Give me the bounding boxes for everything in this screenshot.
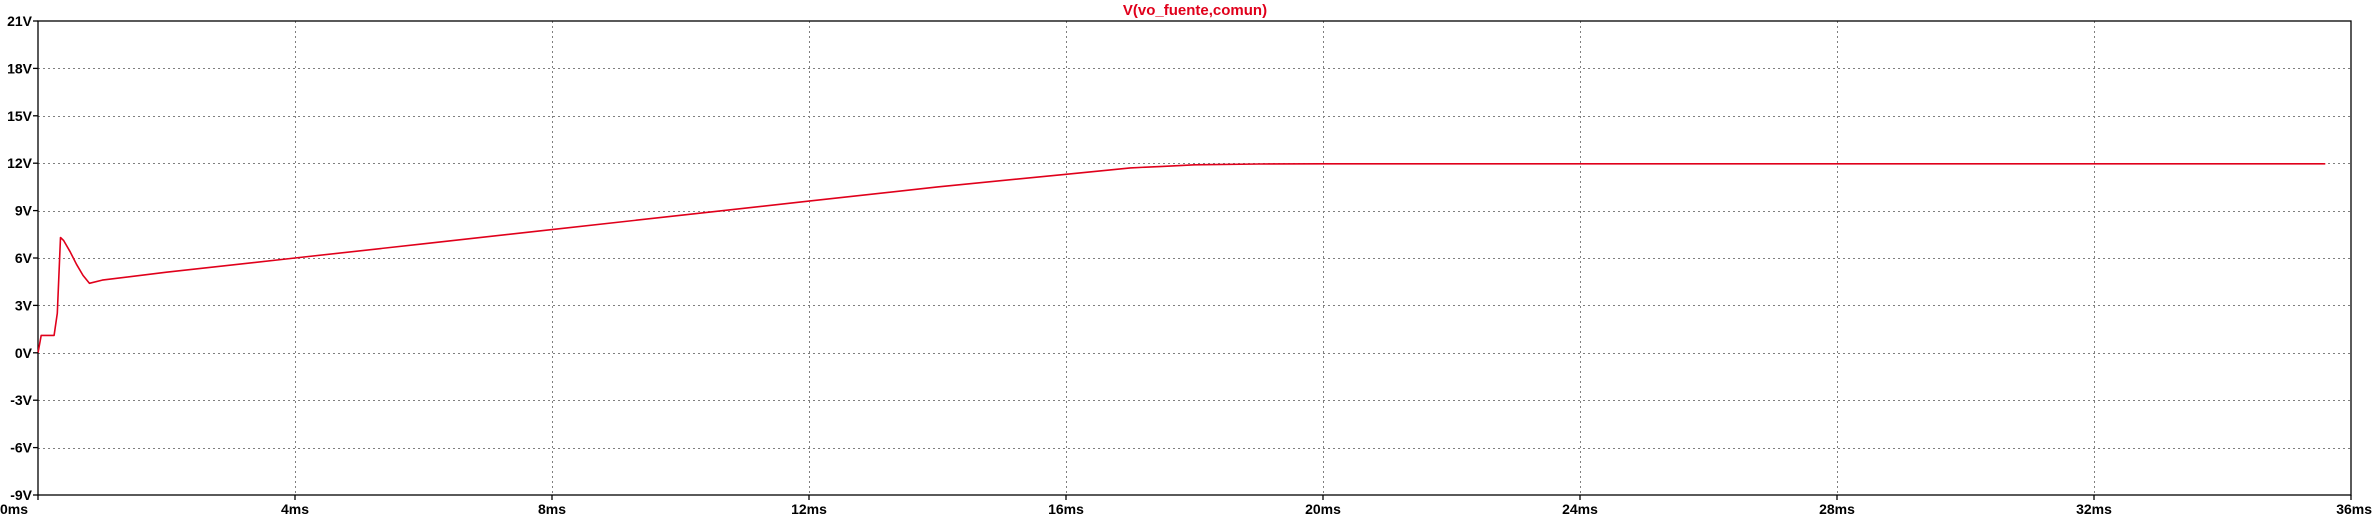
x-tick-label: 20ms — [1305, 501, 1341, 517]
x-tick-label: 12ms — [791, 501, 827, 517]
x-tick-label: 36ms — [2336, 501, 2372, 517]
y-tick-label: 21V — [7, 13, 33, 29]
x-tick-label: 24ms — [1562, 501, 1598, 517]
x-tick-label: 0ms — [0, 501, 28, 517]
trace-layer — [37, 163, 2326, 353]
y-tick-label: 12V — [7, 155, 33, 171]
y-tick-label: -9V — [10, 487, 32, 503]
y-tick-label: 18V — [7, 60, 33, 76]
trace-line[interactable] — [37, 163, 2326, 353]
grid — [38, 21, 2351, 495]
x-tick-label: 32ms — [2076, 501, 2112, 517]
y-tick-label: -3V — [10, 392, 32, 408]
y-tick-label: 0V — [15, 345, 33, 361]
y-axis-ticks: 21V 18V 15V 12V 9V 6V 3V 0V -3V -6V -9V — [7, 13, 38, 503]
y-tick-label: 3V — [15, 297, 33, 313]
y-tick-label: -6V — [10, 440, 32, 456]
y-tick-label: 9V — [15, 203, 33, 219]
y-tick-label: 15V — [7, 108, 33, 124]
x-tick-label: 8ms — [538, 501, 566, 517]
x-axis-ticks: 0ms 4ms 8ms 12ms 16ms 20ms 24ms 28ms 32ms 36ms — [0, 495, 2372, 517]
y-tick-label: 6V — [15, 250, 33, 266]
x-tick-label: 16ms — [1048, 501, 1084, 517]
trace-title[interactable]: V(vo_fuente,comun) — [1123, 2, 1267, 19]
x-tick-label: 4ms — [281, 501, 309, 517]
x-tick-label: 28ms — [1819, 501, 1855, 517]
